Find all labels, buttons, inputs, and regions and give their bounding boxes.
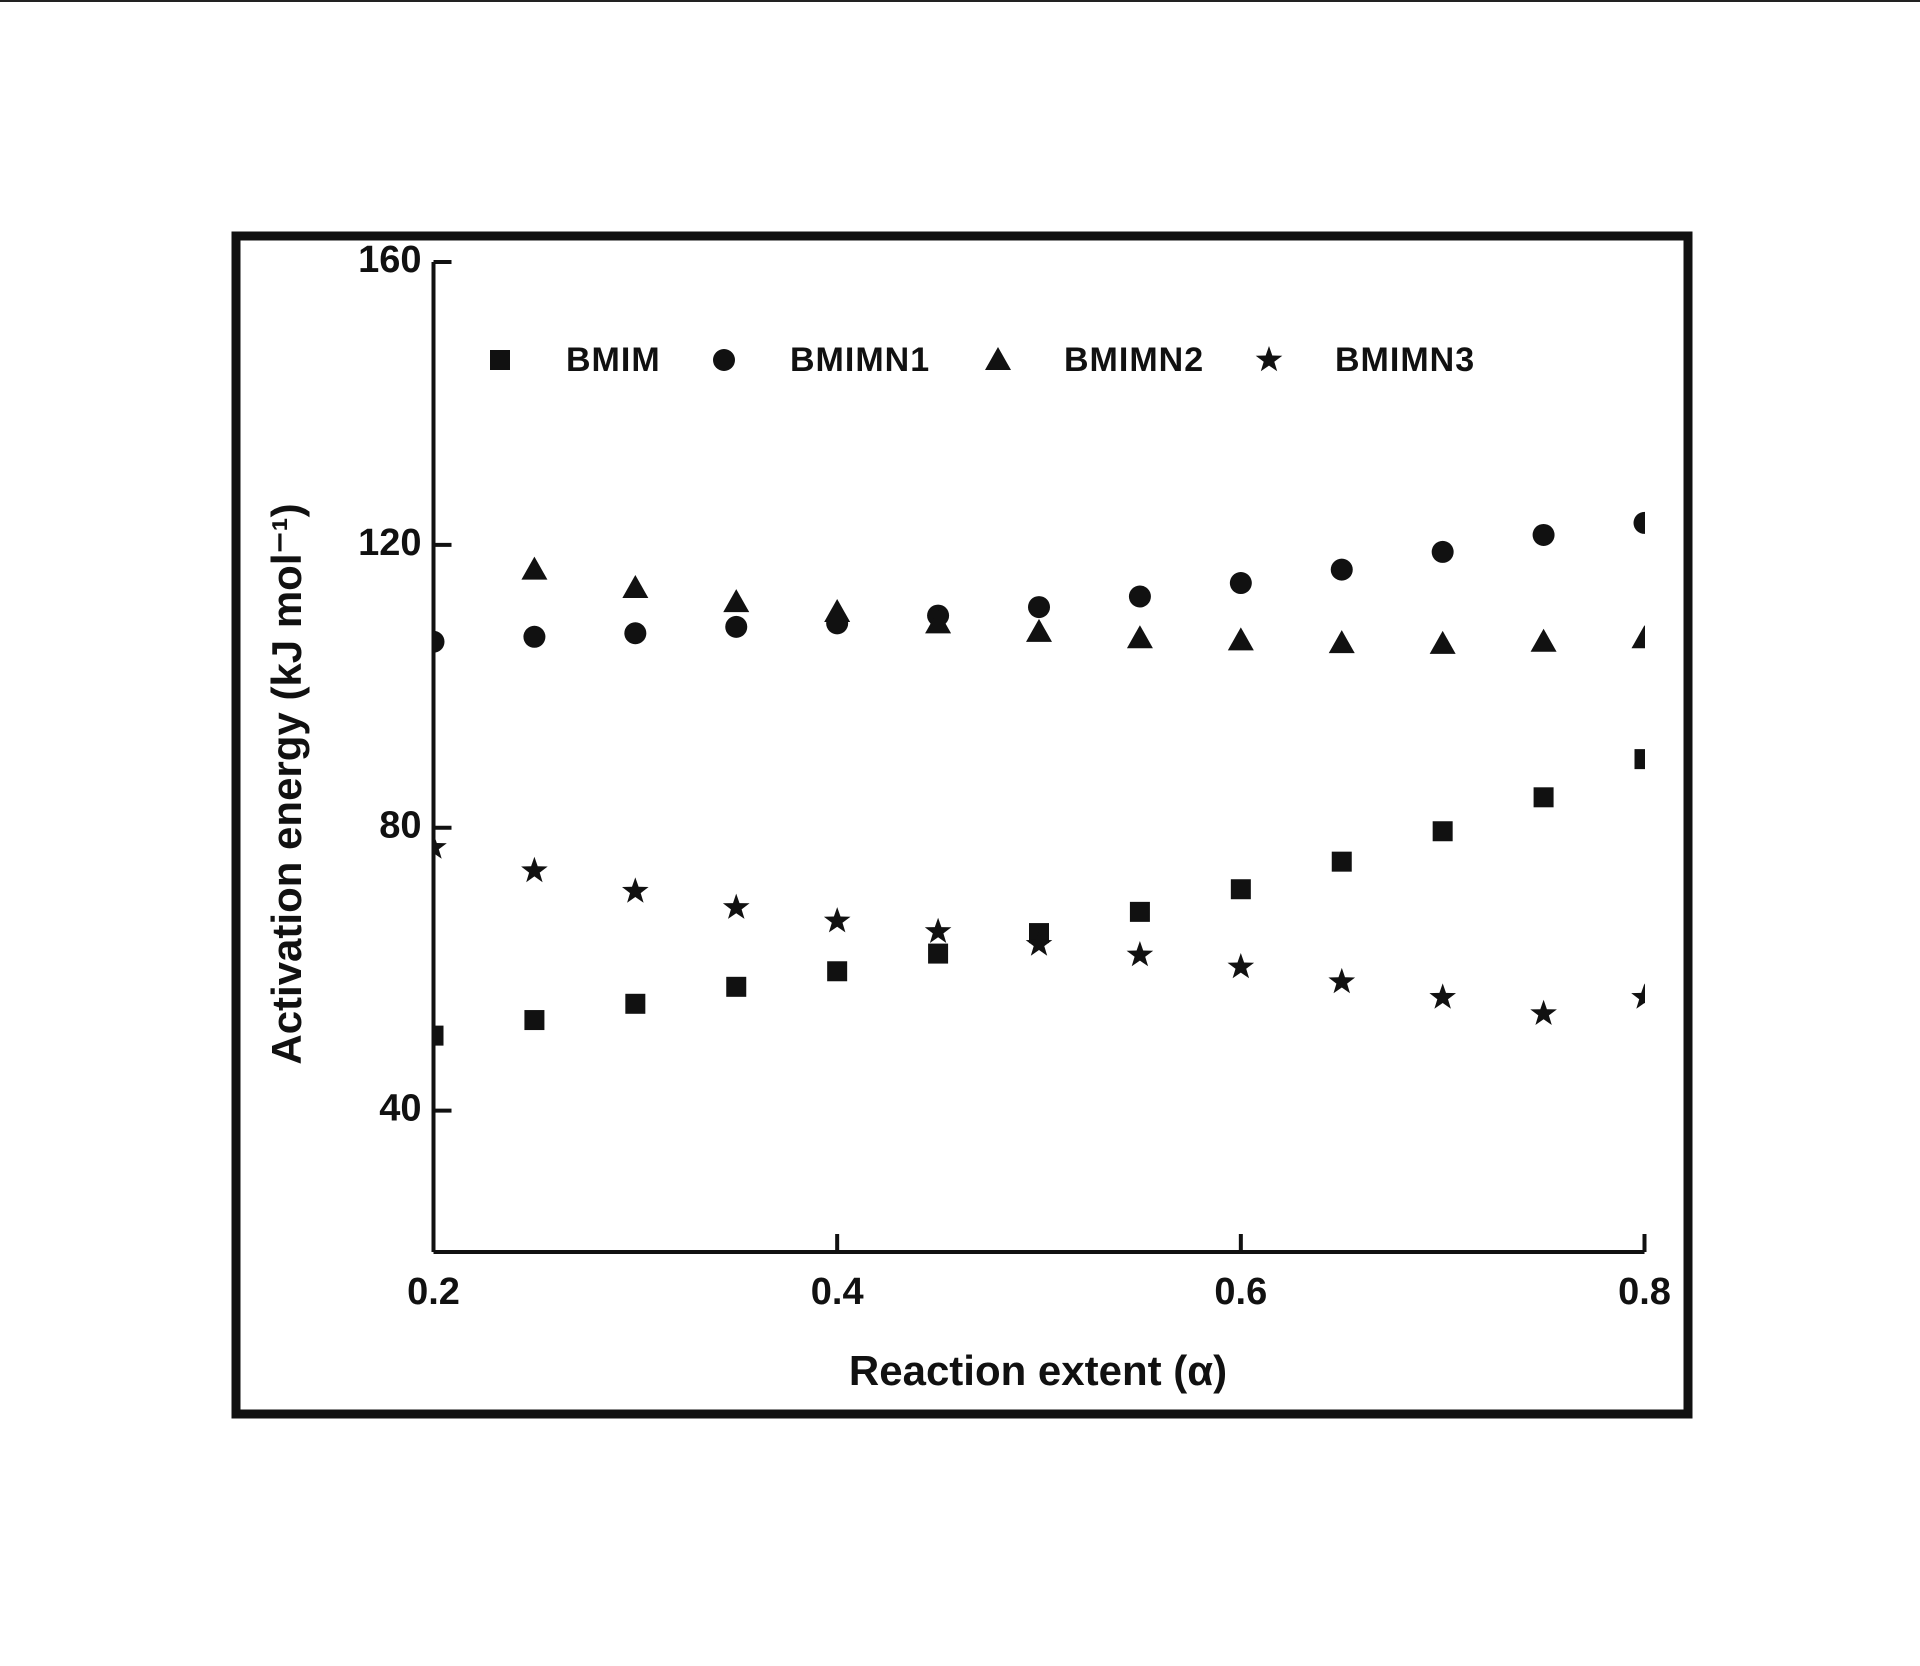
plot-area: [433, 511, 1645, 1046]
legend-label: BMIM: [566, 341, 661, 379]
marker-triangle: [1631, 625, 1645, 649]
marker-square: [827, 961, 848, 982]
marker-square: [433, 1025, 444, 1046]
y-tick-label: 80: [379, 805, 421, 847]
marker-star: [622, 877, 649, 903]
axes: 40 80 120 160 0.2 0.4 0.6 0.8: [358, 239, 1671, 1313]
marker-circle: [1128, 585, 1151, 608]
marker-triangle: [925, 610, 952, 634]
marker-triangle: [824, 599, 851, 623]
marker-triangle: [1026, 618, 1052, 642]
legend-item: BMIMN1: [713, 341, 930, 379]
legend-label: BMIMN2: [1064, 341, 1204, 379]
marker-square: [1533, 787, 1554, 808]
legend-item: BMIMN2: [985, 341, 1204, 379]
marker-circle: [1633, 511, 1645, 534]
marker-triangle: [1328, 630, 1355, 654]
marker-star: [1227, 953, 1255, 979]
x-tick-label: 0.2: [407, 1271, 460, 1313]
legend: BMIM BMIMN1 BMIMN2 BMIMN3: [490, 341, 1475, 379]
marker-star: [924, 917, 952, 943]
marker-circle: [1431, 540, 1454, 563]
marker-triangle: [1530, 628, 1557, 652]
marker-circle: [725, 615, 748, 638]
marker-star: [722, 893, 750, 919]
figure-frame: [231, 231, 1693, 1419]
marker-circle: [523, 625, 546, 648]
marker-triangle: [1227, 627, 1254, 651]
marker-circle: [1330, 558, 1353, 581]
marker-star: [1126, 941, 1154, 967]
x-axis-label: Reaction extent (α): [849, 1347, 1227, 1394]
marker-square: [928, 943, 949, 964]
marker-star: [1328, 967, 1356, 994]
marker-square: [625, 993, 646, 1014]
y-tick-label: 160: [358, 239, 421, 281]
marker-star: [1255, 346, 1283, 372]
marker-square: [1129, 901, 1150, 922]
marker-square: [1432, 821, 1453, 842]
marker-triangle: [521, 556, 548, 580]
marker-star: [433, 833, 447, 859]
marker-square: [726, 976, 747, 997]
marker-square: [1331, 851, 1352, 872]
marker-star: [1631, 983, 1645, 1009]
legend-item: BMIMN3: [1255, 341, 1475, 379]
marker-triangle: [622, 574, 649, 598]
marker-triangle: [1126, 625, 1153, 649]
marker-star: [521, 856, 548, 883]
legend-item: BMIM: [490, 341, 661, 379]
marker-circle: [713, 349, 735, 371]
marker-circle: [1028, 596, 1050, 619]
marker-star: [1429, 983, 1456, 1009]
marker-triangle: [985, 347, 1011, 370]
x-tick-label: 0.8: [1618, 1271, 1671, 1313]
marker-star: [1530, 999, 1557, 1025]
marker-square: [524, 1010, 545, 1031]
marker-square: [1230, 879, 1251, 900]
marker-square: [1634, 749, 1645, 770]
y-tick-label: 120: [358, 522, 421, 564]
marker-triangle: [1429, 630, 1456, 654]
marker-circle: [433, 630, 445, 653]
x-tick-label: 0.6: [1214, 1271, 1267, 1313]
y-tick-label: 40: [379, 1088, 421, 1130]
marker-circle: [1532, 523, 1555, 546]
marker-circle: [624, 622, 647, 645]
marker-triangle: [723, 589, 750, 613]
x-tick-label: 0.4: [811, 1271, 864, 1313]
marker-circle: [1229, 572, 1252, 595]
legend-label: BMIMN3: [1335, 341, 1475, 379]
marker-star: [1025, 930, 1053, 956]
marker-square: [490, 350, 510, 370]
y-axis-label: Activation energy (kJ mol⁻¹): [263, 503, 310, 1064]
legend-label: BMIMN1: [790, 341, 930, 379]
marker-star: [823, 907, 851, 933]
